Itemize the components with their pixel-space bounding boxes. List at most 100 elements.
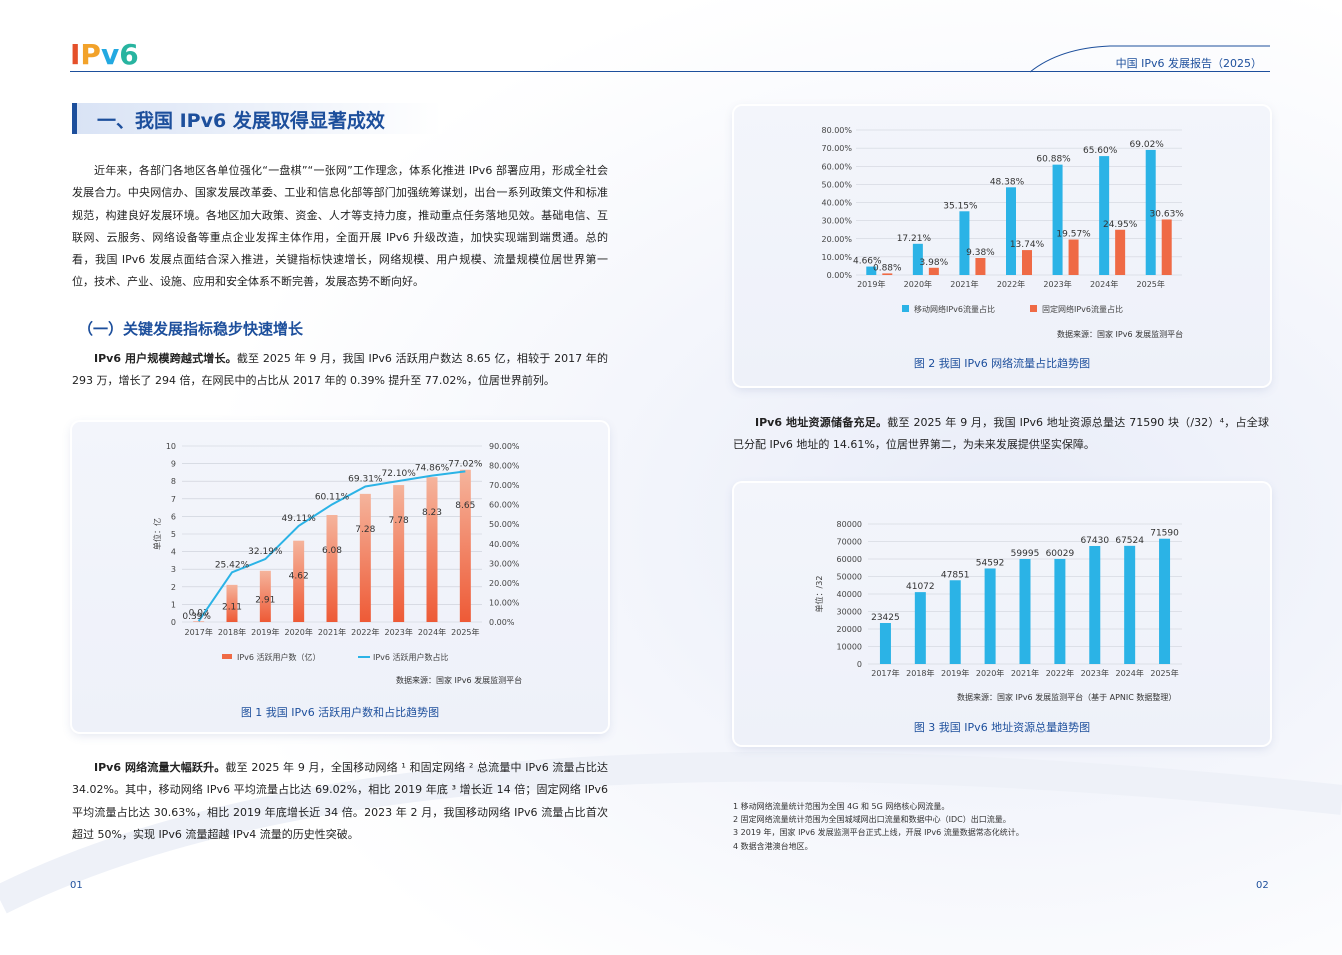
page-number-right: 02 bbox=[1256, 880, 1269, 891]
bar-value-label: 35.15% bbox=[943, 201, 978, 211]
bar-value-label: 23425 bbox=[871, 613, 900, 623]
line-value-label: 60.11% bbox=[315, 492, 350, 502]
y-tick-label: 10000 bbox=[837, 643, 862, 652]
y-axis-label: 单位：/32 bbox=[814, 576, 824, 613]
y-tick-label: 9 bbox=[171, 460, 176, 469]
address-paragraph-lead: IPv6 地址资源储备充足。 bbox=[755, 416, 888, 429]
figure-3-source: 数据来源：国家 IPv6 发展监测平台（基于 APNIC 数据整理） bbox=[957, 693, 1177, 702]
y-tick-label: 50.00% bbox=[821, 180, 852, 189]
figure-3-caption: 图 3 我国 IPv6 地址资源总量趋势图 bbox=[913, 721, 1091, 734]
y-tick-label: 10 bbox=[166, 442, 176, 451]
figure-2-source: 数据来源：国家 IPv6 发展监测平台 bbox=[1057, 330, 1184, 339]
footnote-2: 2 固定网络流量统计范围为全国城域网出口流量和数据中心（IDC）出口流量。 bbox=[733, 815, 1011, 825]
line-value-label: 32.19% bbox=[248, 547, 283, 557]
y-tick-label: 40000 bbox=[837, 590, 862, 599]
y-tick-label: 0.00% bbox=[827, 271, 853, 280]
y-tick-label: 10.00% bbox=[821, 253, 852, 262]
y-tick-label: 80000 bbox=[837, 520, 862, 529]
footnotes: 1 移动网络流量统计范围为全国 4G 和 5G 网络核心网流量。 2 固定网络流… bbox=[733, 800, 1024, 853]
bar bbox=[975, 257, 986, 275]
bar-value-label: 2.91 bbox=[255, 595, 275, 605]
bar-value-label: 9.38% bbox=[966, 248, 995, 258]
bar-value-label: 17.21% bbox=[897, 234, 932, 244]
bar-value-label: 71590 bbox=[1150, 529, 1179, 539]
y2-tick-label: 20.00% bbox=[489, 579, 520, 588]
footnote-1: 1 移动网络流量统计范围为全国 4G 和 5G 网络核心网流量。 bbox=[733, 802, 950, 811]
section-title: 一、我国 IPv6 发展取得显著成效 bbox=[97, 110, 385, 132]
x-tick-label: 2023年 bbox=[1043, 279, 1071, 289]
x-tick-label: 2019年 bbox=[251, 627, 279, 637]
y-tick-label: 70000 bbox=[837, 538, 862, 547]
y2-tick-label: 30.00% bbox=[489, 559, 520, 568]
bar bbox=[1089, 545, 1101, 664]
figure-2-chart: 0.00% 10.00% 20.00% 30.00% 40.00% 50.00% 60.00… bbox=[821, 126, 1184, 314]
bar-value-label: 59995 bbox=[1011, 549, 1040, 559]
line-value-label: 77.02% bbox=[448, 459, 483, 469]
bar-value-label: 0.03 bbox=[189, 608, 209, 618]
bar bbox=[326, 514, 338, 622]
report-title: 中国 IPv6 发展报告（2025） bbox=[1115, 57, 1262, 70]
figure-3-chart: 0 10000 20000 30000 40000 50000 60000 70000 8000… bbox=[814, 520, 1182, 678]
bar bbox=[1022, 250, 1032, 275]
bar bbox=[293, 540, 305, 622]
legend-label: IPv6 活跃用户数占比 bbox=[373, 652, 449, 662]
bar-value-label: 24.95% bbox=[1103, 220, 1138, 230]
y2-tick-label: 80.00% bbox=[489, 462, 520, 471]
y-tick-label: 30000 bbox=[837, 608, 862, 617]
x-tick-label: 2025年 bbox=[1137, 279, 1165, 289]
y-tick-label: 40.00% bbox=[821, 199, 852, 208]
line-value-label: 74.86% bbox=[415, 464, 450, 474]
bar-value-label: 19.57% bbox=[1056, 230, 1091, 240]
bar-value-label: 67430 bbox=[1080, 536, 1109, 546]
bar bbox=[1054, 558, 1066, 664]
bar-value-label: 7.78 bbox=[389, 516, 409, 526]
line-value-label: 25.42% bbox=[215, 560, 250, 570]
y-tick-label: 20000 bbox=[837, 625, 862, 634]
y-tick-label: 60.00% bbox=[821, 162, 852, 171]
bar-value-label: 48.38% bbox=[990, 177, 1025, 187]
bar-value-label: 2.11 bbox=[222, 602, 242, 612]
figure-1-chart: 0 1 2 3 4 5 6 7 8 9 10 0.00% 10.00% 20.00% 30.00% 40.00… bbox=[152, 442, 520, 662]
legend-swatch bbox=[1030, 305, 1037, 312]
x-tick-label: 2020年 bbox=[976, 668, 1004, 678]
address-paragraph: IPv6 地址资源储备充足。截至 2025 年 9 月，我国 IPv6 地址资源… bbox=[733, 412, 1269, 457]
bar bbox=[226, 584, 238, 622]
bar bbox=[1124, 545, 1136, 664]
x-tick-label: 2020年 bbox=[904, 279, 932, 289]
y-tick-label: 50000 bbox=[837, 573, 862, 582]
x-tick-label: 2017年 bbox=[184, 627, 212, 637]
x-tick-label: 2024年 bbox=[418, 627, 446, 637]
bar bbox=[259, 570, 271, 622]
legend-label: IPv6 活跃用户数（亿） bbox=[237, 652, 321, 662]
bar bbox=[1145, 149, 1156, 275]
x-tick-label: 2019年 bbox=[857, 279, 885, 289]
x-tick-label: 2022年 bbox=[997, 279, 1025, 289]
bar bbox=[949, 580, 961, 664]
users-paragraph: IPv6 用户规模跨越式增长。截至 2025 年 9 月，我国 IPv6 活跃用… bbox=[72, 348, 608, 393]
line-value-label: 49.11% bbox=[282, 514, 317, 524]
legend-swatch bbox=[902, 305, 909, 312]
users-paragraph-lead: IPv6 用户规模跨越式增长。 bbox=[94, 352, 237, 365]
bar-value-label: 3.98% bbox=[920, 258, 949, 268]
bar bbox=[1068, 239, 1079, 275]
bar-value-label: 60.88% bbox=[1036, 155, 1071, 165]
x-tick-label: 2022年 bbox=[351, 627, 379, 637]
x-tick-label: 2023年 bbox=[1081, 668, 1109, 678]
figure-2-caption: 图 2 我国 IPv6 网络流量占比趋势图 bbox=[913, 357, 1091, 370]
figure-1-card: 0 1 2 3 4 5 6 7 8 9 10 0.00% 10.00% 20.00% 30.00% 40.00… bbox=[72, 422, 608, 732]
x-tick-label: 2020年 bbox=[284, 627, 312, 637]
y-tick-label: 8 bbox=[171, 477, 176, 486]
x-tick-label: 2017年 bbox=[871, 668, 899, 678]
x-tick-label: 2019年 bbox=[941, 668, 969, 678]
y-tick-label: 30.00% bbox=[821, 217, 852, 226]
bar bbox=[459, 469, 471, 622]
bar-value-label: 4.62 bbox=[289, 572, 309, 582]
bar bbox=[879, 623, 891, 664]
address-paragraph-text: 截至 2025 年 9 月，我国 IPv6 地址资源总量达 71590 块（/3… bbox=[733, 416, 1269, 452]
bar-value-label: 8.65 bbox=[455, 501, 475, 511]
bar bbox=[1161, 219, 1172, 275]
x-tick-label: 2022年 bbox=[1046, 668, 1074, 678]
bar-value-label: 13.74% bbox=[1010, 240, 1045, 250]
ipv6-logo: IPv6 bbox=[70, 38, 139, 71]
y2-tick-label: 70.00% bbox=[489, 481, 520, 490]
